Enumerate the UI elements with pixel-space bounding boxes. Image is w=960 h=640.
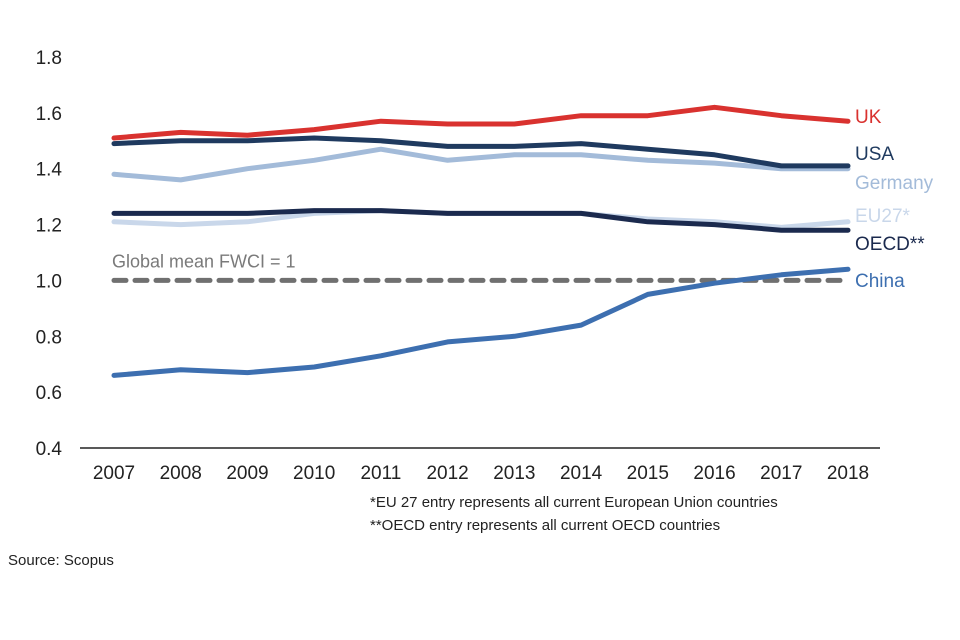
x-tick-label: 2009 [226,463,268,484]
x-tick-label: 2007 [93,463,135,484]
y-axis-ticks: 1.8 1.6 1.4 1.2 1.0 0.8 0.6 0.4 [36,48,63,460]
x-tick-label: 2018 [827,463,869,484]
series-label-china: China [855,271,905,292]
x-tick-label: 2017 [760,463,802,484]
x-tick-label: 2014 [560,463,603,484]
series-label-uk: UK [855,107,882,128]
footnote-oecd: **OECD entry represents all current OECD… [370,517,721,534]
y-tick-label: 1.8 [36,48,62,69]
global-mean-label: Global mean FWCI = 1 [112,251,296,271]
y-tick-label: 1.6 [36,104,62,125]
x-tick-label: 2012 [426,463,468,484]
x-tick-label: 2015 [627,463,669,484]
series-end-labels: UK USA Germany EU27* OECD** China [855,107,934,292]
source-note: Source: Scopus [8,552,114,569]
series-label-oecd: OECD** [855,234,925,255]
series-line-germany [111,146,851,183]
y-tick-label: 1.2 [36,216,62,237]
x-tick-label: 2008 [160,463,202,484]
series-label-germany: Germany [855,173,934,194]
reference-line-group: Global mean FWCI = 1 [111,251,851,283]
y-tick-label: 0.8 [36,327,62,348]
series-lines [111,104,851,378]
x-tick-label: 2016 [693,463,735,484]
x-tick-label: 2010 [293,463,335,484]
y-tick-label: 1.0 [36,271,62,292]
footnote-eu27: *EU 27 entry represents all current Euro… [370,494,778,511]
series-line-usa [111,135,851,169]
series-line-china [111,266,851,378]
series-line-oecd [111,208,851,233]
series-line-uk [111,104,851,141]
y-tick-label: 0.4 [36,439,63,460]
y-tick-label: 1.4 [36,160,63,181]
x-tick-label: 2011 [360,463,401,484]
y-tick-label: 0.6 [36,383,62,404]
x-axis-ticks: 2007 2008 2009 2010 2011 2012 2013 2014 2015 2016… [93,463,869,484]
x-tick-label: 2013 [493,463,535,484]
series-label-eu27: EU27* [855,206,911,227]
series-label-usa: USA [855,144,894,165]
